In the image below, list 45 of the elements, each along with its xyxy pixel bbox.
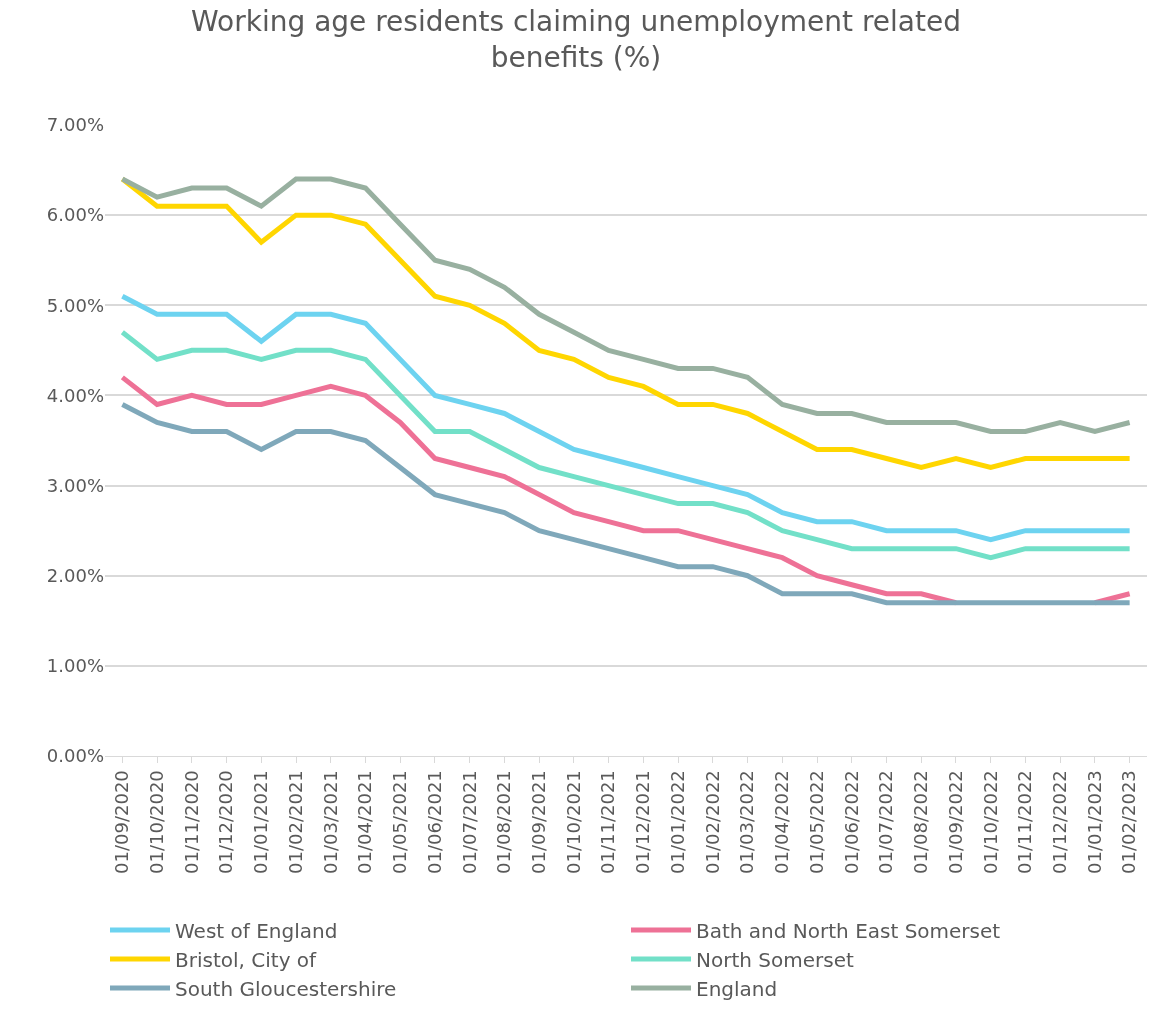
x-tick-label: 01/12/2021 (632, 770, 654, 874)
x-tick-label: 01/12/2022 (1049, 770, 1071, 874)
y-tick-label: 6.00% (46, 204, 104, 226)
x-tick-label: 01/11/2020 (180, 770, 202, 874)
x-tick-label: 01/07/2022 (875, 770, 897, 874)
legend-label: England (696, 976, 778, 1001)
chart-title: Working age residents claiming unemployment related benefits (%) (191, 4, 961, 75)
x-tick-label: 01/07/2021 (458, 770, 480, 874)
y-tick-label: 4.00% (46, 384, 104, 406)
x-tick-label: 01/04/2022 (771, 770, 793, 874)
x-tick-label: 01/02/2022 (701, 770, 723, 874)
legend-label: Bristol, City of (175, 947, 318, 972)
x-tick-label: 01/10/2022 (979, 770, 1001, 874)
legend-label: Bath and North East Somerset (696, 918, 1001, 943)
x-tick-label: 01/09/2020 (111, 770, 133, 874)
x-tick-label: 01/11/2022 (1014, 770, 1036, 874)
y-tick-label: 5.00% (46, 294, 104, 316)
x-tick-label: 01/10/2020 (145, 770, 167, 874)
x-tick-label: 01/05/2022 (805, 770, 827, 874)
x-tick-label: 01/12/2020 (215, 770, 237, 874)
y-tick-label: 1.00% (46, 655, 104, 677)
x-tick-label: 01/01/2021 (250, 770, 272, 874)
x-tick-label: 01/04/2021 (354, 770, 376, 874)
x-tick-label: 01/02/2021 (284, 770, 306, 874)
y-tick-label: 2.00% (46, 565, 104, 587)
x-tick-label: 01/03/2021 (319, 770, 341, 874)
legend-label: North Somerset (696, 947, 854, 972)
legend-label: South Gloucestershire (175, 976, 397, 1001)
x-tick-label: 01/08/2022 (910, 770, 932, 874)
y-tick-label: 7.00% (46, 114, 104, 136)
x-tick-label: 01/10/2021 (562, 770, 584, 874)
x-tick-label: 01/01/2022 (666, 770, 688, 874)
y-tick-label: 3.00% (46, 474, 104, 496)
x-tick-label: 01/09/2022 (944, 770, 966, 874)
x-tick-label: 01/06/2021 (423, 770, 445, 874)
x-tick-label: 01/09/2021 (528, 770, 550, 874)
x-tick-label: 01/03/2022 (736, 770, 758, 874)
legend-label: West of England (175, 918, 338, 943)
x-tick-label: 01/01/2023 (1083, 770, 1105, 874)
x-tick-label: 01/05/2021 (389, 770, 411, 874)
x-tick-label: 01/11/2021 (597, 770, 619, 874)
y-tick-label: 0.00% (46, 745, 104, 767)
x-tick-label: 01/06/2022 (840, 770, 862, 874)
x-tick-label: 01/02/2023 (1118, 770, 1140, 874)
x-tick-label: 01/08/2021 (493, 770, 515, 874)
